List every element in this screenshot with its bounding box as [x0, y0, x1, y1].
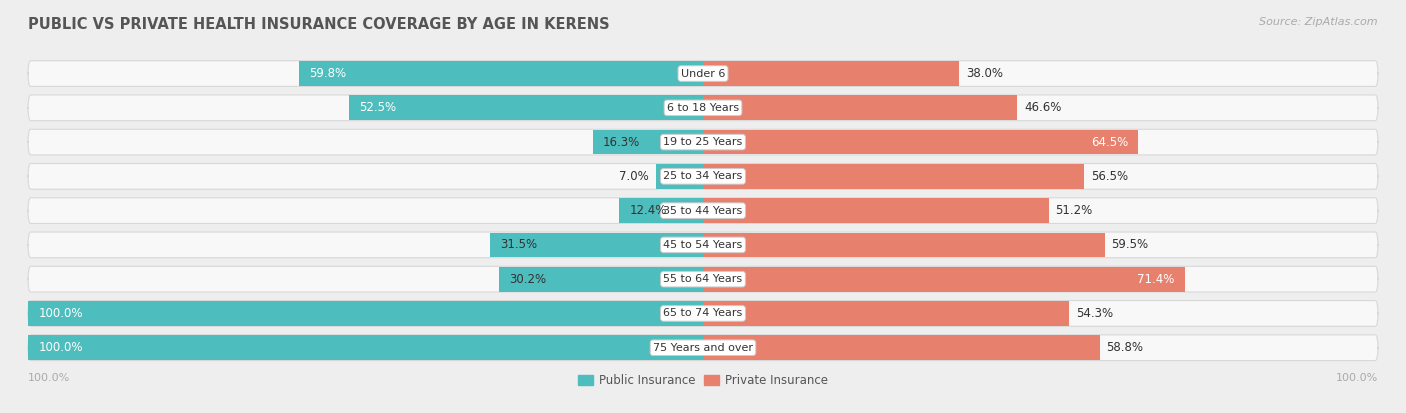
FancyBboxPatch shape [28, 335, 703, 360]
Text: 6 to 18 Years: 6 to 18 Years [666, 103, 740, 113]
FancyBboxPatch shape [703, 233, 1105, 257]
FancyBboxPatch shape [28, 266, 1378, 292]
Text: 100.0%: 100.0% [28, 373, 70, 383]
Text: 52.5%: 52.5% [359, 101, 396, 114]
FancyBboxPatch shape [703, 130, 1139, 154]
Text: 59.8%: 59.8% [309, 67, 347, 80]
Text: 19 to 25 Years: 19 to 25 Years [664, 137, 742, 147]
FancyBboxPatch shape [28, 129, 1378, 155]
Text: 35 to 44 Years: 35 to 44 Years [664, 206, 742, 216]
Text: Source: ZipAtlas.com: Source: ZipAtlas.com [1260, 17, 1378, 26]
FancyBboxPatch shape [619, 198, 703, 223]
FancyBboxPatch shape [593, 130, 703, 154]
FancyBboxPatch shape [703, 61, 959, 86]
Text: 46.6%: 46.6% [1024, 101, 1062, 114]
FancyBboxPatch shape [28, 335, 1378, 361]
FancyBboxPatch shape [703, 164, 1084, 189]
FancyBboxPatch shape [703, 267, 1185, 292]
FancyBboxPatch shape [499, 267, 703, 292]
FancyBboxPatch shape [299, 61, 703, 86]
FancyBboxPatch shape [28, 301, 703, 326]
FancyBboxPatch shape [703, 95, 1018, 120]
FancyBboxPatch shape [703, 198, 1049, 223]
Text: 65 to 74 Years: 65 to 74 Years [664, 309, 742, 318]
Text: 38.0%: 38.0% [966, 67, 1004, 80]
Text: 100.0%: 100.0% [38, 341, 83, 354]
Text: 16.3%: 16.3% [603, 135, 640, 149]
Text: 12.4%: 12.4% [630, 204, 666, 217]
FancyBboxPatch shape [28, 198, 1378, 223]
Text: 100.0%: 100.0% [1336, 373, 1378, 383]
Text: 55 to 64 Years: 55 to 64 Years [664, 274, 742, 284]
Text: 58.8%: 58.8% [1107, 341, 1143, 354]
Text: 51.2%: 51.2% [1056, 204, 1092, 217]
Text: 56.5%: 56.5% [1091, 170, 1128, 183]
Text: 25 to 34 Years: 25 to 34 Years [664, 171, 742, 181]
Text: 7.0%: 7.0% [619, 170, 650, 183]
Text: 30.2%: 30.2% [509, 273, 547, 286]
FancyBboxPatch shape [703, 335, 1099, 360]
Text: 59.5%: 59.5% [1111, 238, 1149, 252]
FancyBboxPatch shape [28, 61, 1378, 86]
FancyBboxPatch shape [28, 95, 1378, 121]
Text: 75 Years and over: 75 Years and over [652, 343, 754, 353]
Text: 100.0%: 100.0% [38, 307, 83, 320]
FancyBboxPatch shape [349, 95, 703, 120]
Text: 71.4%: 71.4% [1137, 273, 1175, 286]
Text: 31.5%: 31.5% [501, 238, 537, 252]
Legend: Public Insurance, Private Insurance: Public Insurance, Private Insurance [574, 369, 832, 392]
Text: 54.3%: 54.3% [1076, 307, 1114, 320]
Text: 45 to 54 Years: 45 to 54 Years [664, 240, 742, 250]
FancyBboxPatch shape [28, 232, 1378, 258]
Text: Under 6: Under 6 [681, 69, 725, 78]
Text: 64.5%: 64.5% [1091, 135, 1128, 149]
Text: PUBLIC VS PRIVATE HEALTH INSURANCE COVERAGE BY AGE IN KERENS: PUBLIC VS PRIVATE HEALTH INSURANCE COVER… [28, 17, 610, 31]
FancyBboxPatch shape [28, 301, 1378, 326]
FancyBboxPatch shape [655, 164, 703, 189]
FancyBboxPatch shape [703, 301, 1070, 326]
FancyBboxPatch shape [28, 164, 1378, 189]
FancyBboxPatch shape [491, 233, 703, 257]
